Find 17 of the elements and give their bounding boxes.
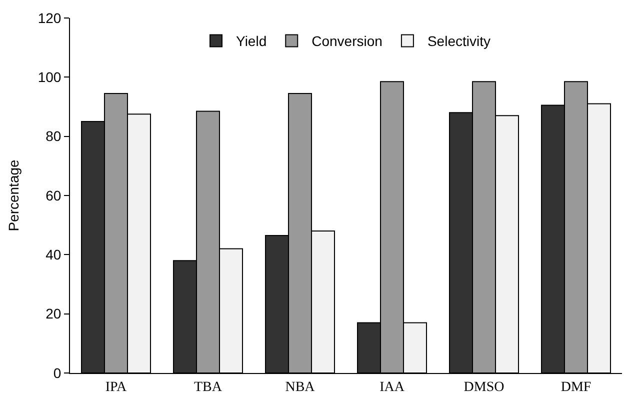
x-tick-label: NBA xyxy=(285,380,316,395)
x-tick-label: IPA xyxy=(105,380,128,395)
x-tick-label: DMSO xyxy=(464,380,504,395)
y-tick-label: 40 xyxy=(46,246,62,263)
y-axis-title: Percentage xyxy=(5,159,22,232)
legend-label: Selectivity xyxy=(427,33,490,50)
y-tick-label: 120 xyxy=(38,10,62,26)
y-tick-label: 100 xyxy=(38,69,62,86)
legend-label: Conversion xyxy=(312,33,382,50)
y-tick-label: 20 xyxy=(46,306,62,322)
x-tick-label: IAA xyxy=(380,380,406,395)
y-tick-label: 60 xyxy=(46,187,62,204)
legend-label: Yield xyxy=(236,33,267,50)
y-tick-label: 80 xyxy=(46,128,62,144)
y-tick-label: 0 xyxy=(53,364,62,381)
x-tick-label: DMF xyxy=(560,380,592,395)
x-tick-label: TBA xyxy=(194,380,223,395)
